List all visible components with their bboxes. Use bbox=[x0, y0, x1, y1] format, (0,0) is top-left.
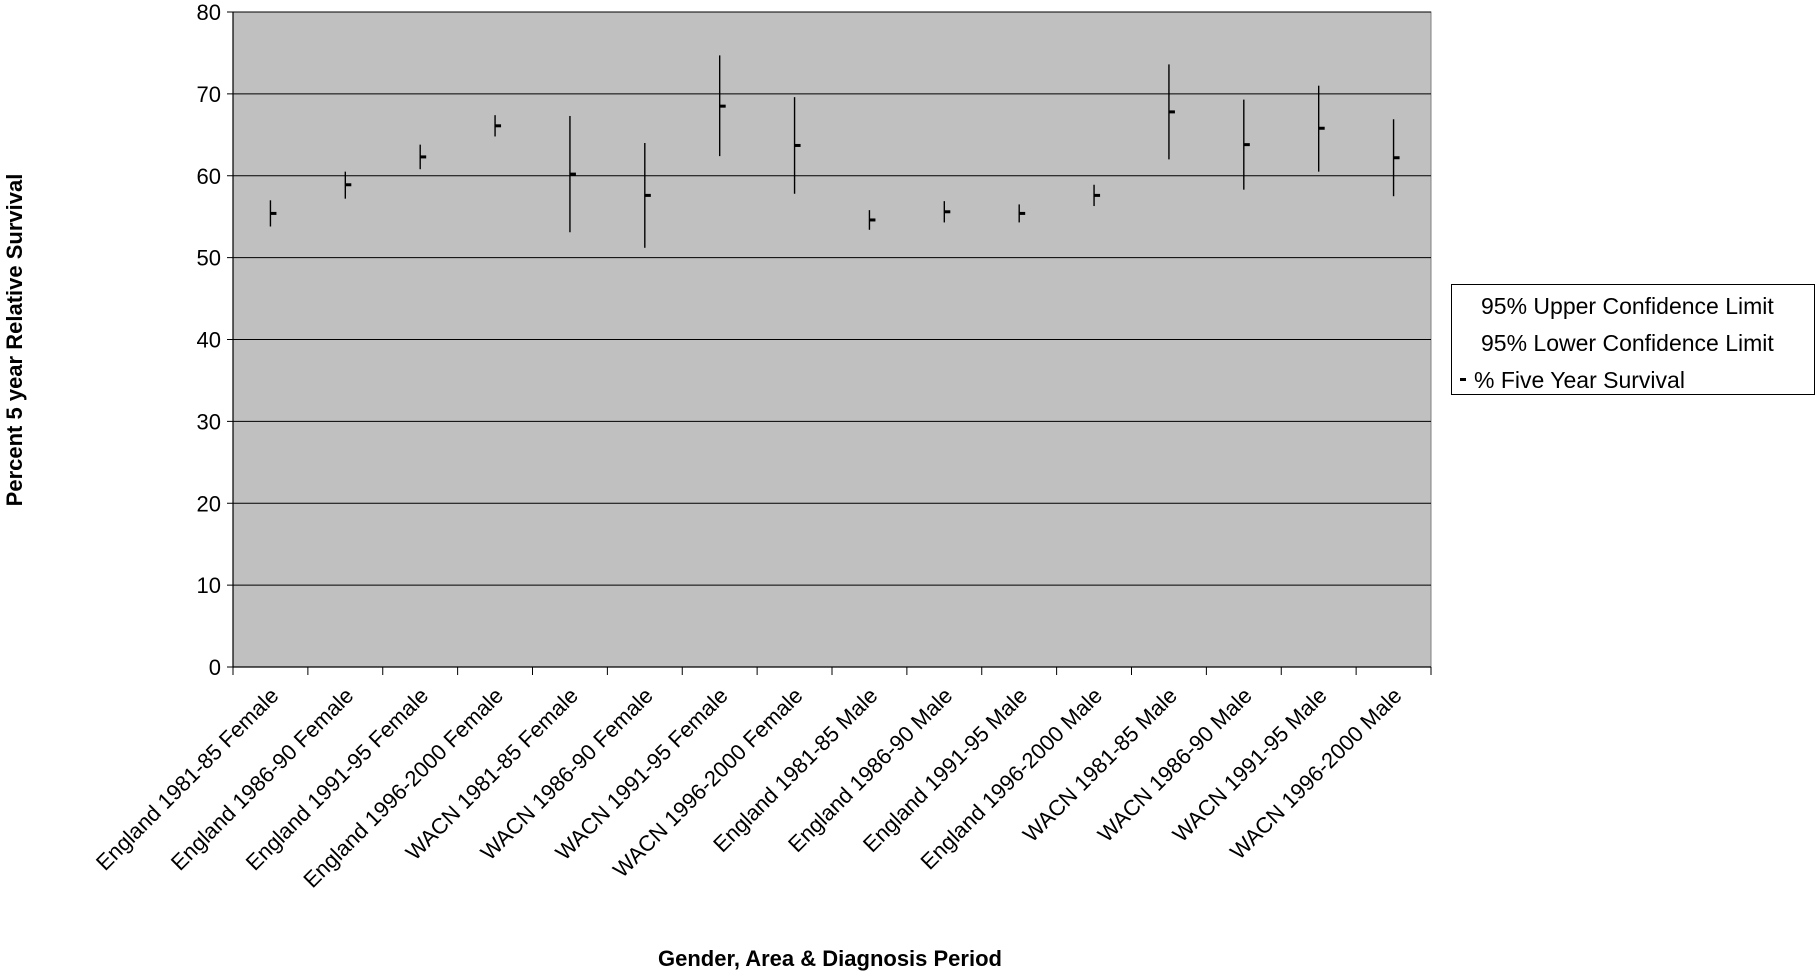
legend: 95% Upper Confidence Limit 95% Lower Con… bbox=[1451, 284, 1815, 395]
legend-item-lower: 95% Lower Confidence Limit bbox=[1460, 330, 1774, 356]
legend-label-lower: 95% Lower Confidence Limit bbox=[1481, 330, 1774, 356]
legend-label-upper: 95% Upper Confidence Limit bbox=[1481, 293, 1774, 319]
y-tick-label: 10 bbox=[197, 573, 221, 598]
y-tick-labels: 0 10 20 30 40 50 60 70 80 bbox=[197, 0, 221, 680]
y-tick-label: 20 bbox=[197, 491, 221, 516]
x-axis-title: Gender, Area & Diagnosis Period bbox=[658, 946, 1002, 971]
y-tick-label: 80 bbox=[197, 0, 221, 25]
y-tick-label: 30 bbox=[197, 409, 221, 434]
y-tick-label: 0 bbox=[209, 655, 221, 680]
y-tick-label: 70 bbox=[197, 82, 221, 107]
gridlines bbox=[233, 11, 1431, 586]
data-marks bbox=[269, 55, 1400, 248]
y-axis-title: Percent 5 year Relative Survival bbox=[2, 174, 27, 507]
legend-item-survival: % Five Year Survival bbox=[1460, 367, 1685, 393]
legend-item-upper: 95% Upper Confidence Limit bbox=[1460, 293, 1774, 319]
axes bbox=[227, 11, 1432, 675]
y-tick-label: 60 bbox=[197, 164, 221, 189]
y-tick-label: 50 bbox=[197, 246, 221, 271]
legend-marker-survival bbox=[1460, 378, 1466, 381]
y-tick-label: 40 bbox=[197, 328, 221, 353]
legend-label-survival: % Five Year Survival bbox=[1474, 367, 1685, 393]
